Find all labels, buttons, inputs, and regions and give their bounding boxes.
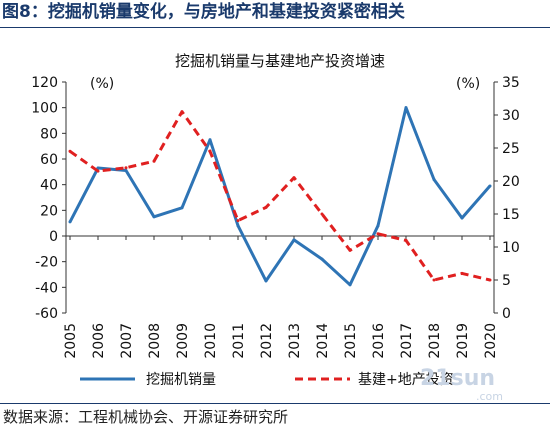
legend-label-1: 挖掘机销量 [146, 372, 216, 388]
series-2-point [460, 271, 464, 275]
left-tick-label: 80 [40, 126, 58, 142]
left-tick-label: -40 [35, 280, 58, 296]
series-2-point [376, 232, 380, 236]
series-1-point [292, 238, 296, 242]
series-1-point [264, 279, 268, 283]
source-divider [0, 403, 550, 404]
x-tick-label: 2005 [63, 323, 79, 359]
x-tick-label: 2008 [147, 323, 163, 359]
x-tick-label: 2012 [259, 323, 275, 359]
series-2-point [264, 205, 268, 209]
left-tick-label: 40 [40, 178, 58, 194]
right-tick-label: 0 [502, 306, 511, 322]
series-1-point [376, 224, 380, 228]
series-2-point [124, 166, 128, 170]
x-tick-label: 2006 [91, 323, 107, 359]
title-divider [0, 27, 550, 28]
x-tick-label: 2020 [483, 323, 499, 359]
series-2-point [152, 159, 156, 163]
series-1-point [124, 169, 128, 173]
source-note: 数据来源：工程机械协会、开源证券研究所 [3, 408, 289, 426]
right-tick-label: 30 [502, 108, 520, 124]
series-1-point [68, 220, 72, 224]
series-2-point [68, 149, 72, 153]
x-tick-label: 2016 [371, 323, 387, 359]
series-2-point [432, 278, 436, 282]
series-2-point [292, 176, 296, 180]
left-axis-unit: (%) [90, 76, 114, 92]
series-1-point [180, 206, 184, 210]
right-tick-label: 15 [502, 207, 520, 223]
left-tick-label: 60 [40, 152, 58, 168]
series-2-point [208, 149, 212, 153]
left-tick-label: 0 [49, 229, 58, 245]
left-tick-label: -20 [35, 255, 58, 271]
chart-title: 挖掘机销量与基建地产投资增速 [175, 52, 385, 70]
right-tick-label: 25 [502, 141, 520, 157]
watermark-domain: .com [476, 390, 503, 403]
left-tick-label: 20 [40, 203, 58, 219]
series-2-point [180, 110, 184, 114]
watermark: 21sun [420, 366, 496, 391]
series-1-point [236, 224, 240, 228]
series-2-point [320, 212, 324, 216]
x-tick-label: 2013 [287, 323, 303, 359]
x-tick-label: 2007 [119, 323, 135, 359]
right-tick-label: 20 [502, 174, 520, 190]
series-1-point [488, 184, 492, 188]
legend-label-2: 基建+地产投资 [358, 371, 454, 388]
figure-title: 图8：挖掘机销量变化，与房地产和基建投资紧密相关 [2, 2, 405, 22]
right-axis-unit: (%) [456, 76, 480, 92]
series-1-point [320, 257, 324, 261]
series-1-point [152, 215, 156, 219]
series-2-point [236, 219, 240, 223]
right-tick-label: 5 [502, 273, 511, 289]
series-1-point [208, 138, 212, 142]
series-2-point [348, 248, 352, 252]
series-1-point [460, 216, 464, 220]
right-tick-label: 35 [502, 75, 520, 91]
left-tick-label: 100 [31, 101, 58, 117]
x-tick-label: 2018 [427, 323, 443, 359]
x-tick-label: 2017 [399, 323, 415, 359]
series-1-point [432, 178, 436, 182]
series-2-point [404, 238, 408, 242]
series-2-point [488, 278, 492, 282]
right-tick-label: 10 [502, 240, 520, 256]
x-tick-label: 2009 [175, 323, 191, 359]
series-1-point [348, 283, 352, 287]
left-tick-label: 120 [31, 75, 58, 91]
x-tick-label: 2015 [343, 323, 359, 359]
left-tick-label: -60 [35, 306, 58, 322]
series-line-2 [69, 110, 491, 282]
series-line-1 [68, 106, 492, 287]
series-1-point [404, 106, 408, 110]
x-tick-label: 2010 [203, 323, 219, 359]
x-tick-label: 2019 [455, 323, 471, 359]
series-2-point [96, 169, 100, 173]
x-tick-label: 2014 [315, 323, 331, 359]
x-tick-label: 2011 [231, 323, 247, 359]
